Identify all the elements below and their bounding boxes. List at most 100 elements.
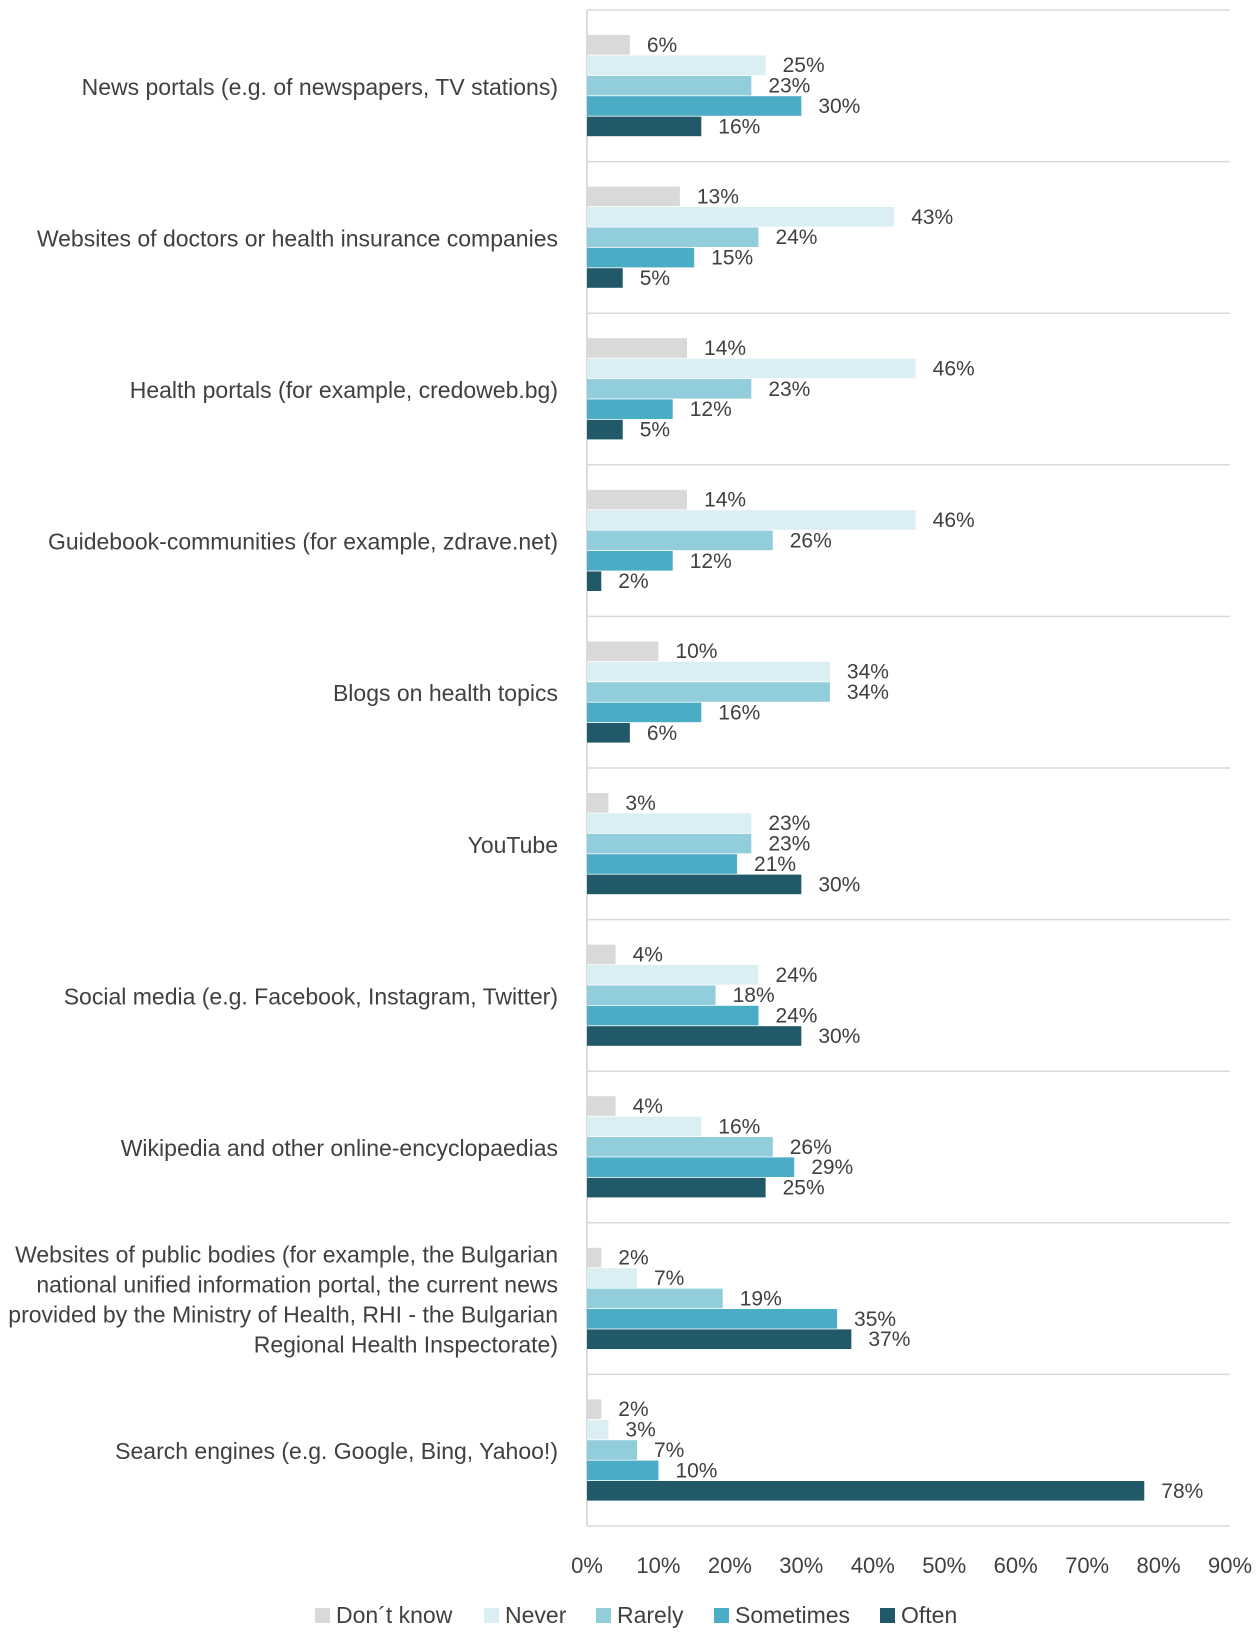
value-label: 29% [811, 1156, 853, 1179]
bar-sometimes [587, 551, 673, 571]
category-label: Regional Health Inspectorate) [254, 1332, 558, 1358]
bar-rarely [587, 227, 759, 247]
bar-sometimes [587, 96, 802, 116]
bar-rarely [587, 379, 752, 399]
category-label: provided by the Ministry of Health, RHI … [8, 1302, 558, 1328]
x-tick-label: 40% [851, 1553, 895, 1578]
value-label: 26% [790, 529, 832, 552]
bar-rarely [587, 985, 716, 1005]
category-label: YouTube [468, 832, 558, 858]
bar-sometimes [587, 399, 673, 419]
value-label: 23% [768, 833, 810, 856]
x-tick-label: 10% [636, 1553, 680, 1578]
bar-rarely [587, 1440, 638, 1460]
value-label: 6% [647, 34, 677, 57]
value-label: 12% [690, 550, 732, 573]
value-label: 7% [654, 1439, 684, 1462]
bar-often [587, 723, 630, 743]
value-label: 30% [818, 95, 860, 118]
value-label: 25% [783, 1177, 825, 1200]
value-label: 13% [697, 185, 739, 208]
value-label: 3% [625, 792, 655, 815]
bar-rarely [587, 833, 752, 854]
category-label: Search engines (e.g. Google, Bing, Yahoo… [115, 1438, 558, 1464]
legend-swatch-never [484, 1608, 499, 1623]
value-label: 6% [647, 722, 677, 745]
legend-swatch-rarely [596, 1608, 611, 1623]
value-label: 4% [633, 1095, 663, 1118]
value-label: 24% [775, 1005, 817, 1028]
x-tick-label: 0% [571, 1553, 603, 1578]
bar-never [587, 1116, 702, 1137]
value-label: 14% [704, 337, 746, 360]
bar-never [587, 207, 895, 227]
bar-rarely [587, 1288, 723, 1309]
value-label: 19% [740, 1287, 782, 1310]
bar-often [587, 1026, 802, 1046]
bar-sometimes [587, 1460, 659, 1481]
bar-often [587, 1177, 766, 1198]
bar-sometimes [587, 854, 738, 874]
legend-swatch-don-t-know [315, 1608, 330, 1623]
value-label: 10% [675, 640, 717, 663]
value-label: 43% [911, 206, 953, 229]
bar-often [587, 268, 623, 288]
legend-label: Rarely [617, 1602, 684, 1628]
bar-never [587, 1419, 609, 1440]
bar-never [587, 55, 766, 75]
bar-don-t-know [587, 338, 688, 358]
value-label: 35% [854, 1308, 896, 1331]
bar-sometimes [587, 1005, 759, 1026]
category-label: Websites of public bodies (for example, … [15, 1242, 558, 1268]
bar-rarely [587, 1137, 773, 1157]
value-label: 23% [768, 75, 810, 98]
value-label: 12% [690, 398, 732, 421]
value-label: 15% [711, 247, 753, 270]
bar-often [587, 1481, 1145, 1501]
bar-never [587, 661, 830, 682]
value-label: 25% [783, 54, 825, 77]
value-label: 24% [775, 226, 817, 249]
value-label: 24% [775, 964, 817, 987]
bar-often [587, 419, 623, 440]
value-label: 34% [847, 681, 889, 704]
value-label: 5% [640, 267, 670, 290]
value-label: 46% [933, 357, 975, 380]
value-label: 18% [733, 984, 775, 1007]
category-label: Wikipedia and other online-encyclopaedia… [121, 1135, 558, 1161]
value-label: 23% [768, 812, 810, 835]
bar-don-t-know [587, 1399, 602, 1419]
bar-don-t-know [587, 641, 659, 661]
bar-don-t-know [587, 793, 609, 813]
bar-rarely [587, 682, 830, 702]
legend-swatch-sometimes [714, 1608, 729, 1623]
value-label: 3% [625, 1419, 655, 1442]
legend-label: Don´t know [336, 1602, 453, 1628]
bar-never [587, 358, 916, 379]
value-label: 30% [818, 873, 860, 896]
bar-don-t-know [587, 944, 616, 965]
value-label: 34% [847, 661, 889, 684]
bar-never [587, 965, 759, 985]
x-tick-label: 70% [1065, 1553, 1109, 1578]
value-label: 16% [718, 701, 760, 724]
bar-don-t-know [587, 35, 630, 55]
legend-label: Sometimes [735, 1602, 850, 1628]
bar-rarely [587, 75, 752, 96]
bar-don-t-know [587, 186, 680, 207]
bar-don-t-know [587, 1096, 616, 1116]
bar-never [587, 510, 916, 530]
bar-often [587, 116, 702, 137]
value-label: 26% [790, 1136, 832, 1159]
value-label: 7% [654, 1267, 684, 1290]
value-label: 4% [633, 943, 663, 966]
value-label: 30% [818, 1025, 860, 1048]
value-label: 46% [933, 509, 975, 532]
value-label: 2% [618, 1247, 648, 1270]
bar-sometimes [587, 247, 695, 268]
bar-sometimes [587, 1309, 838, 1329]
legend-label: Never [505, 1602, 567, 1628]
bar-never [587, 1268, 638, 1288]
category-label: News portals (e.g. of newspapers, TV sta… [82, 74, 558, 100]
